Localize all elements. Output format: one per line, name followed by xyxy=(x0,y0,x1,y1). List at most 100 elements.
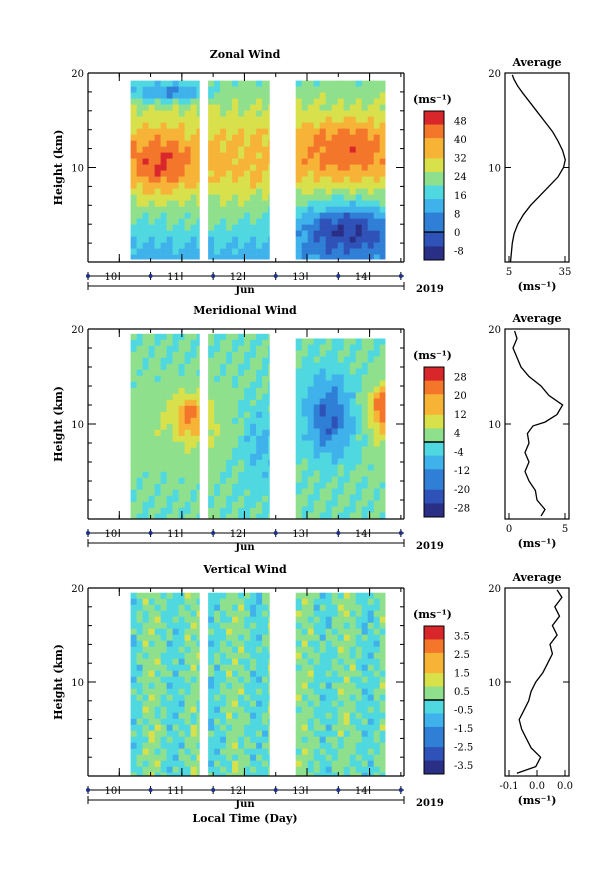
heatmap-cell xyxy=(268,634,270,641)
heatmap-cell xyxy=(295,664,302,671)
heatmap-cell xyxy=(319,98,326,105)
heatmap-cell xyxy=(295,362,302,369)
heatmap-cell xyxy=(301,206,308,213)
heatmap-cell xyxy=(256,459,263,467)
heatmap-cell xyxy=(244,676,251,683)
heatmap-cell xyxy=(250,682,257,689)
heatmap-cell xyxy=(160,122,167,129)
heatmap-cell xyxy=(331,368,338,375)
heatmap-cell xyxy=(268,351,270,359)
heatmap-cell xyxy=(214,146,221,153)
heatmap-cell xyxy=(172,453,179,461)
heatmap-cell xyxy=(160,134,167,141)
heatmap-cell xyxy=(220,742,227,749)
heatmap-cell xyxy=(196,176,200,183)
heatmap-cell xyxy=(268,86,270,93)
heatmap-cell xyxy=(343,200,350,207)
colorbar-swatch xyxy=(424,706,444,714)
heatmap-block xyxy=(208,333,270,520)
heatmap-cell xyxy=(238,688,245,695)
heatmap-cell xyxy=(301,224,308,231)
heatmap-cell xyxy=(208,706,215,713)
heatmap-cell xyxy=(196,598,200,605)
heatmap-cell xyxy=(220,730,227,737)
heatmap-cell xyxy=(166,760,173,767)
heatmap-cell xyxy=(166,700,173,707)
heatmap-cell xyxy=(220,411,227,419)
heatmap-cell xyxy=(256,134,263,141)
heatmap-cell xyxy=(214,134,221,141)
average-title: Average xyxy=(511,312,561,325)
heatmap-cell xyxy=(349,670,356,677)
heatmap-cell xyxy=(250,212,257,219)
heatmap-cell xyxy=(367,440,374,447)
heatmap-cell xyxy=(313,350,320,357)
heatmap-cell xyxy=(361,592,368,599)
heatmap-cell xyxy=(226,333,233,341)
heatmap-cell xyxy=(295,242,302,249)
heatmap-cell xyxy=(172,339,179,347)
heatmap-cell xyxy=(337,104,344,111)
heatmap-cell xyxy=(226,393,233,401)
heatmap-cell xyxy=(190,200,197,207)
heatmap-cell xyxy=(331,206,338,213)
heatmap-cell xyxy=(154,254,161,260)
heatmap-cell xyxy=(142,333,149,341)
heatmap-cell xyxy=(238,459,245,467)
heatmap-cell xyxy=(160,766,167,773)
heatmap-cell xyxy=(190,760,197,767)
heatmap-cell xyxy=(178,146,185,153)
heatmap-cell xyxy=(307,110,314,117)
heatmap-cell xyxy=(142,164,149,171)
heatmap-cell xyxy=(349,362,356,369)
heatmap-cell xyxy=(214,459,221,467)
heatmap-cell xyxy=(295,712,302,719)
heatmap-cell xyxy=(331,754,338,761)
heatmap-cell xyxy=(268,664,270,671)
heatmap-cell xyxy=(319,482,326,489)
heatmap-cell xyxy=(313,772,320,777)
heatmap-cell xyxy=(355,104,362,111)
heatmap-cell xyxy=(184,164,191,171)
heatmap-cell xyxy=(373,694,380,701)
heatmap-cell xyxy=(295,140,302,147)
heatmap-cell xyxy=(184,634,191,641)
heatmap-cell xyxy=(196,772,200,777)
heatmap-cell xyxy=(343,500,350,507)
heatmap-cell xyxy=(184,694,191,701)
heatmap-cell xyxy=(148,730,155,737)
heatmap-cell xyxy=(172,351,179,359)
heatmap-cell xyxy=(184,387,191,395)
heatmap-cell xyxy=(130,92,137,99)
heatmap-cell xyxy=(313,122,320,129)
heatmap-cell xyxy=(136,242,143,249)
heatmap-cell xyxy=(325,512,332,519)
heatmap-cell xyxy=(313,628,320,635)
colorbar-swatch xyxy=(424,760,444,768)
heatmap-cell xyxy=(190,158,197,165)
heatmap-cell xyxy=(208,188,215,195)
heatmap-cell xyxy=(238,417,245,425)
heatmap-cell xyxy=(325,682,332,689)
heatmap-cell xyxy=(307,146,314,153)
heatmap-cell xyxy=(130,333,137,341)
heatmap-cell xyxy=(226,170,233,177)
heatmap-cell xyxy=(232,200,239,207)
heatmap-cell xyxy=(196,435,200,443)
heatmap-cell xyxy=(337,652,344,659)
heatmap-cell xyxy=(319,622,326,629)
heatmap-cell xyxy=(220,140,227,147)
heatmap-cell xyxy=(190,387,197,395)
heatmap-cell xyxy=(313,682,320,689)
heatmap-cell xyxy=(160,628,167,635)
heatmap-cell xyxy=(136,477,143,485)
heatmap-cell xyxy=(250,351,257,359)
heatmap-cell xyxy=(337,452,344,459)
heatmap-cell xyxy=(307,152,314,159)
heatmap-cell xyxy=(232,610,239,617)
heatmap-cell xyxy=(367,248,374,255)
heatmap-cell xyxy=(130,652,137,659)
heatmap-cell xyxy=(361,482,368,489)
heatmap-cell xyxy=(238,357,245,365)
heatmap-cell xyxy=(367,80,374,87)
